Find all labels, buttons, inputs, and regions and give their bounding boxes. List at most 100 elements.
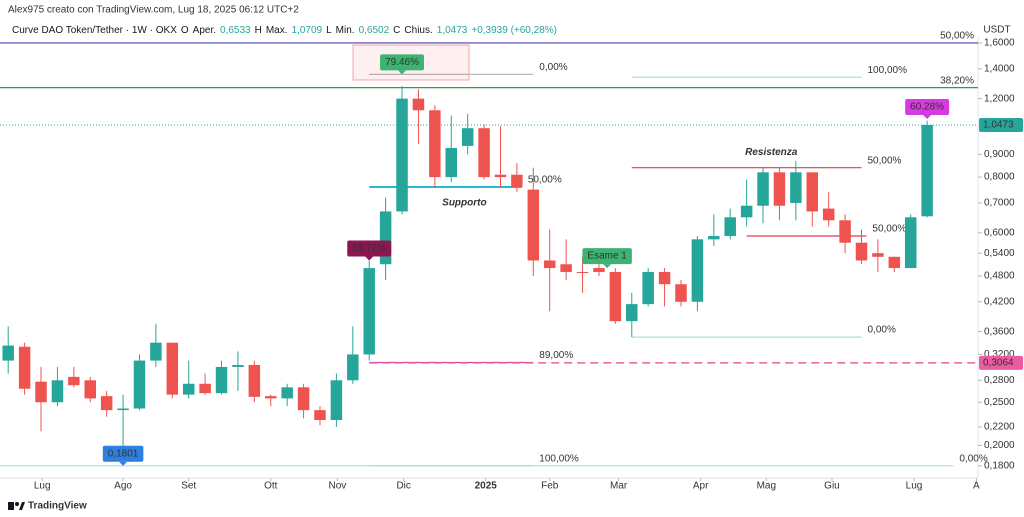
y-tick-label: 0,6000: [984, 227, 1015, 238]
legend-item: Max.: [266, 25, 288, 36]
legend-item: O: [181, 25, 189, 36]
y-tick-label: 0,2200: [984, 422, 1015, 433]
candle-body: [642, 271, 654, 305]
x-tick-label: Giu: [824, 481, 840, 492]
fib-label: 100,00%: [867, 65, 907, 76]
candle-body: [330, 380, 343, 421]
candle-body: [2, 345, 14, 361]
price-line-label: 38,20%: [940, 75, 974, 86]
callout-label: 0,1801: [108, 448, 139, 459]
candle-body: [265, 396, 277, 399]
candle-body: [297, 387, 310, 411]
legend-item: 0,6533: [220, 25, 251, 36]
x-tick-label: Lug: [906, 481, 923, 492]
legend-item: +0,3939 (+60,28%): [471, 25, 557, 36]
candle-body: [773, 172, 786, 206]
candle-body: [215, 366, 228, 394]
fib-label: 50,00%: [867, 155, 901, 166]
callout: [905, 99, 950, 116]
y-tick-label: 0,4200: [984, 296, 1015, 307]
callout: [102, 445, 144, 462]
legend-item: 1,0709: [292, 25, 323, 36]
callout-label: Esame 1: [587, 251, 627, 262]
fib-label: 0,00%: [959, 453, 987, 464]
candle-body: [494, 174, 507, 178]
legend-item: Curve DAO Token/Tether · 1W · OKX: [12, 25, 177, 36]
legend-item: 1,0473: [437, 25, 468, 36]
candle-body: [379, 211, 392, 265]
candle-body: [68, 376, 80, 386]
callout: [582, 248, 632, 265]
callout-pointer: [603, 264, 612, 269]
fib-label: 50,00%: [872, 224, 906, 235]
candle-body: [478, 128, 490, 178]
fib-label: 50,00%: [528, 175, 562, 186]
candle-body: [232, 365, 244, 367]
x-tick-label: Set: [181, 481, 196, 492]
candle-body: [626, 304, 638, 322]
candle-body: [396, 98, 408, 212]
callout-pointer: [923, 115, 932, 120]
candle-body: [708, 236, 720, 240]
x-tick-label: Mar: [610, 481, 628, 492]
candle-body: [429, 110, 441, 178]
callout-label: 79.46%: [385, 57, 419, 68]
candle-body: [84, 380, 96, 399]
price-tag: [979, 355, 1023, 370]
legend: Curve DAO Token/Tether · 1W · OKX O Aper. 0…: [12, 25, 557, 36]
callout-label: 58.72%: [352, 243, 386, 254]
candle-body: [822, 208, 835, 221]
candle-body: [51, 380, 64, 403]
price-line-label: 50,00%: [940, 31, 974, 42]
legend-item: C: [393, 25, 400, 36]
candle-body: [445, 147, 458, 178]
fib-label: 100,00%: [539, 453, 579, 464]
candle-body: [281, 387, 293, 399]
candle-body: [543, 260, 556, 269]
brand-logo: [8, 502, 25, 510]
y-tick-label: 0,3200: [984, 349, 1015, 360]
legend-item: Min.: [336, 25, 355, 36]
candle-body: [248, 365, 261, 397]
y-tick-label: 0,7000: [984, 198, 1015, 209]
legend-item: H: [255, 25, 262, 36]
y-tick-label: 0,2800: [984, 375, 1015, 386]
candle-body: [658, 271, 671, 285]
candle-body: [790, 172, 802, 203]
candle-body: [363, 268, 375, 355]
candle-body: [199, 383, 211, 394]
candle-body: [757, 172, 769, 206]
candle-body: [855, 242, 868, 261]
x-tick-label: 2025: [475, 481, 498, 492]
fib-label: 0,00%: [867, 325, 895, 336]
candle-body: [904, 217, 917, 269]
candle-body: [888, 256, 901, 269]
legend-item: Chius.: [404, 25, 432, 36]
y-unit: USDT: [983, 25, 1010, 36]
candle-body: [691, 239, 704, 302]
candle-body: [806, 172, 819, 212]
y-tick-label: 0,9000: [984, 149, 1015, 160]
callout-pointer: [119, 461, 128, 466]
y-tick-label: 0,2500: [984, 397, 1015, 408]
candle-body: [839, 220, 851, 243]
y-tick-label: 1,4000: [984, 63, 1015, 74]
candle-body: [347, 354, 359, 381]
candle-body: [100, 396, 113, 411]
x-tick-label: Ott: [264, 481, 278, 492]
x-tick-label: Mag: [757, 481, 776, 492]
y-tick-label: 0,1800: [984, 460, 1015, 471]
y-tick-label: 0,3600: [984, 326, 1015, 337]
y-tick-label: 0,5400: [984, 248, 1015, 259]
chart-annotation: Resistenza: [745, 147, 798, 158]
candle-body: [117, 408, 129, 411]
price-tag-label: 0,3064: [983, 357, 1014, 368]
candle-body: [133, 360, 146, 409]
candle-body: [872, 253, 884, 257]
candle-body: [511, 174, 523, 188]
fib-label: 89,00%: [539, 350, 573, 361]
candle-body: [724, 217, 736, 237]
callout-pointer: [398, 70, 407, 75]
